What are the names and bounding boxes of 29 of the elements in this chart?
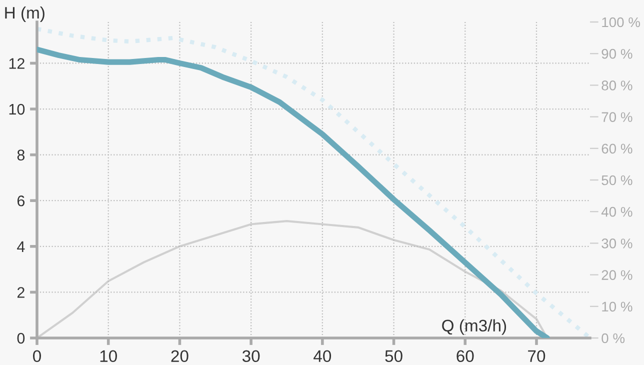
y2-tick-label: 10 % — [602, 302, 632, 312]
y2-tick-label: 40 % — [601, 206, 632, 217]
y2-tick-label: 20 % — [602, 270, 632, 280]
y-tick-label: 0 — [17, 332, 25, 344]
x-tick-label: 40 — [314, 350, 332, 362]
y-tick-label: 6 — [17, 195, 25, 206]
y-tick-label: 4 — [17, 241, 25, 252]
line-series — [37, 220, 548, 338]
y-tick-label: 8 — [17, 150, 25, 160]
x-tick-label: 0 — [33, 350, 41, 362]
y2-tick-label: 60 % — [602, 144, 632, 154]
y2-tick-label: 90 % — [602, 48, 632, 59]
x-tick-label: 20 — [171, 350, 188, 362]
x-tick-label: 10 — [100, 350, 117, 362]
y-tick-label: 10 — [9, 104, 25, 115]
x-tick-label: 60 — [456, 350, 474, 362]
y2-tick-label: 0 % — [602, 333, 625, 344]
y2-tick-label: 100 % — [602, 17, 640, 28]
y2-tick-label: 30 % — [602, 238, 632, 248]
y-axis-title: H (m) — [5, 6, 44, 22]
x-tick-label: 30 — [242, 350, 260, 362]
y-tick-label: 2 — [17, 287, 24, 298]
y2-tick-label: 50 % — [602, 175, 632, 186]
x-tick-label: 50 — [385, 350, 402, 362]
x-tick-label: 70 — [528, 350, 546, 362]
y-tick-label: 12 — [9, 58, 24, 69]
x-axis-title: Q (m3/h) — [442, 319, 506, 335]
y2-tick-label: 70 % — [602, 112, 632, 122]
y2-tick-label: 80 % — [602, 80, 632, 90]
